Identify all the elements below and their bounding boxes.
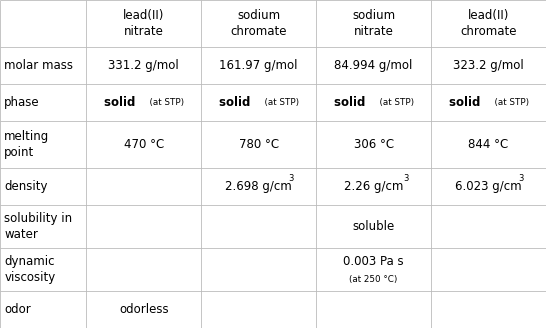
Text: solubility in
water: solubility in water xyxy=(4,212,73,241)
Text: 306 °C: 306 °C xyxy=(354,138,394,151)
Text: sodium
chromate: sodium chromate xyxy=(230,10,287,38)
Text: 3: 3 xyxy=(518,174,524,183)
Text: solid: solid xyxy=(104,96,144,109)
Text: (at STP): (at STP) xyxy=(144,98,184,107)
Text: 844 °C: 844 °C xyxy=(468,138,509,151)
Text: odorless: odorless xyxy=(119,303,169,316)
Text: molar mass: molar mass xyxy=(4,59,73,72)
Text: (at STP): (at STP) xyxy=(489,98,529,107)
Text: phase: phase xyxy=(4,96,40,109)
Text: sodium
nitrate: sodium nitrate xyxy=(352,10,395,38)
Text: 323.2 g/mol: 323.2 g/mol xyxy=(453,59,524,72)
Text: solid: solid xyxy=(219,96,259,109)
Text: soluble: soluble xyxy=(353,220,395,233)
Text: 331.2 g/mol: 331.2 g/mol xyxy=(108,59,179,72)
Text: 2.26 g/cm: 2.26 g/cm xyxy=(344,180,403,194)
Text: 161.97 g/mol: 161.97 g/mol xyxy=(219,59,298,72)
Text: density: density xyxy=(4,180,48,194)
Text: 0.003 Pa s: 0.003 Pa s xyxy=(343,256,404,268)
Text: 470 °C: 470 °C xyxy=(123,138,164,151)
Text: solid: solid xyxy=(449,96,489,109)
Text: melting
point: melting point xyxy=(4,130,50,159)
Text: dynamic
viscosity: dynamic viscosity xyxy=(4,255,56,284)
Text: lead(II)
chromate: lead(II) chromate xyxy=(460,10,517,38)
Text: lead(II)
nitrate: lead(II) nitrate xyxy=(123,10,164,38)
Text: (at 250 °C): (at 250 °C) xyxy=(349,275,398,283)
Text: 84.994 g/mol: 84.994 g/mol xyxy=(334,59,413,72)
Text: 780 °C: 780 °C xyxy=(239,138,278,151)
Text: 2.698 g/cm: 2.698 g/cm xyxy=(225,180,292,194)
Text: odor: odor xyxy=(4,303,31,316)
Text: (at STP): (at STP) xyxy=(373,98,414,107)
Text: 6.023 g/cm: 6.023 g/cm xyxy=(455,180,522,194)
Text: 3: 3 xyxy=(288,174,294,183)
Text: 3: 3 xyxy=(403,174,408,183)
Text: solid: solid xyxy=(334,96,373,109)
Text: (at STP): (at STP) xyxy=(259,98,299,107)
